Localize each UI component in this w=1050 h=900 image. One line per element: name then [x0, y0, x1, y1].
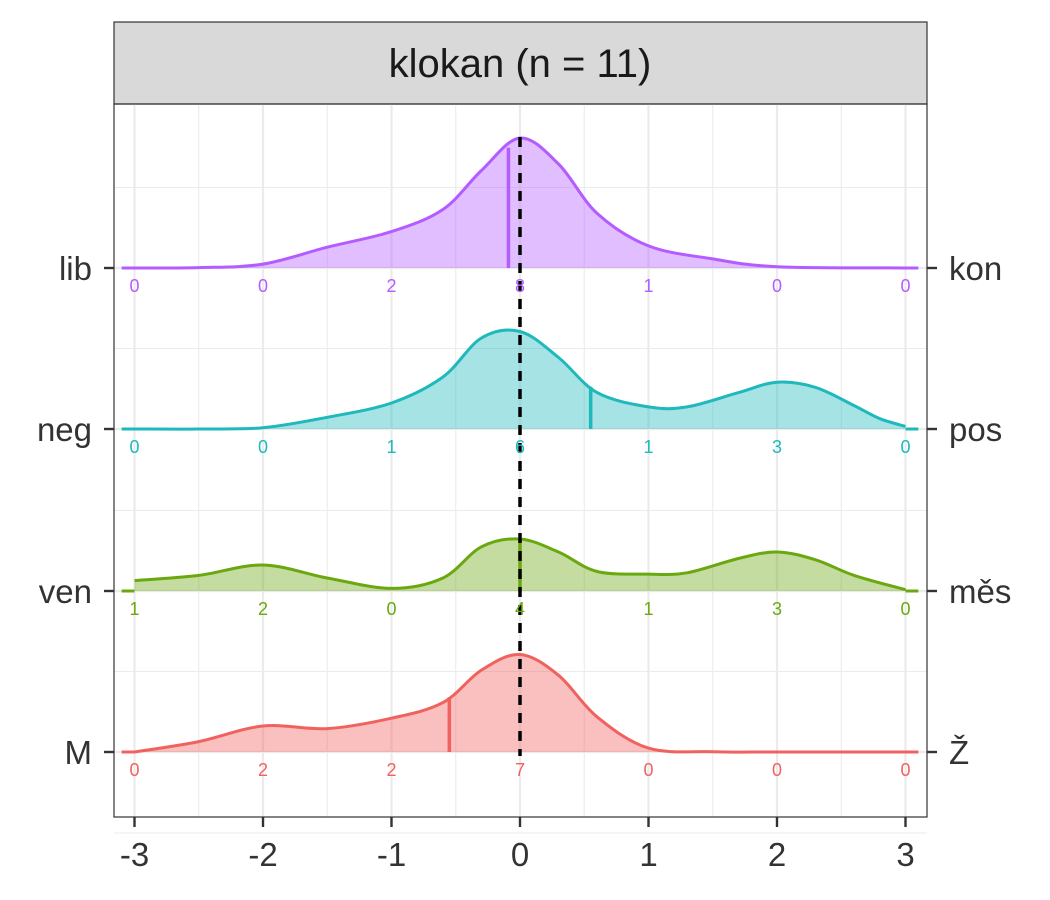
count-label: 6 — [515, 437, 525, 457]
y-label-right: pos — [949, 411, 1002, 448]
y-label-left: M — [65, 734, 93, 771]
count-label: 0 — [129, 276, 139, 296]
chart-title: klokan (n = 11) — [389, 42, 652, 86]
density-area — [134, 137, 906, 269]
count-label: 0 — [772, 276, 782, 296]
count-label: 0 — [900, 276, 910, 296]
y-label-left: ven — [39, 573, 92, 610]
x-tick-label: -2 — [248, 836, 277, 873]
y-label-left: lib — [59, 250, 92, 287]
density-curve — [134, 537, 906, 592]
x-tick-label: 1 — [639, 836, 657, 873]
axes: lib kon neg pos ven měs M Ž -3 -2 -1 0 1 2 3 — [37, 250, 1011, 873]
count-label: 2 — [258, 760, 268, 780]
counts: 0 0 2 8 1 0 0 0 0 1 6 1 3 0 1 2 0 4 1 3 0 0 2 2 7 0 0 0 — [129, 276, 910, 780]
count-label: 0 — [386, 599, 396, 619]
count-label: 8 — [515, 276, 525, 296]
y-label-right: kon — [949, 250, 1002, 287]
count-label: 0 — [900, 760, 910, 780]
count-label: 0 — [258, 276, 268, 296]
count-label: 2 — [386, 760, 396, 780]
count-label: 7 — [515, 760, 525, 780]
count-label: 1 — [129, 599, 139, 619]
y-label-left: neg — [37, 411, 92, 448]
strip-background — [113, 21, 928, 105]
x-tick-label: -1 — [377, 836, 406, 873]
y-label-right: Ž — [949, 734, 969, 771]
density-curve — [134, 136, 906, 270]
count-label: 3 — [772, 599, 782, 619]
count-label: 0 — [258, 437, 268, 457]
x-tick-label: -3 — [120, 836, 149, 873]
count-label: 1 — [386, 437, 396, 457]
y-label-right: měs — [949, 573, 1011, 610]
count-label: 0 — [129, 437, 139, 457]
count-label: 1 — [643, 276, 653, 296]
count-label: 3 — [772, 437, 782, 457]
x-tick-label: 2 — [768, 836, 786, 873]
count-label: 1 — [643, 437, 653, 457]
count-label: 4 — [515, 599, 525, 619]
count-label: 0 — [643, 760, 653, 780]
count-label: 0 — [129, 760, 139, 780]
count-label: 0 — [772, 760, 782, 780]
count-label: 0 — [900, 437, 910, 457]
count-label: 1 — [643, 599, 653, 619]
count-label: 2 — [386, 276, 396, 296]
x-tick-label: 3 — [896, 836, 914, 873]
density-curve — [134, 652, 906, 754]
count-label: 0 — [900, 599, 910, 619]
count-label: 2 — [258, 599, 268, 619]
density-curve — [134, 328, 906, 431]
x-tick-label: 0 — [511, 836, 529, 873]
